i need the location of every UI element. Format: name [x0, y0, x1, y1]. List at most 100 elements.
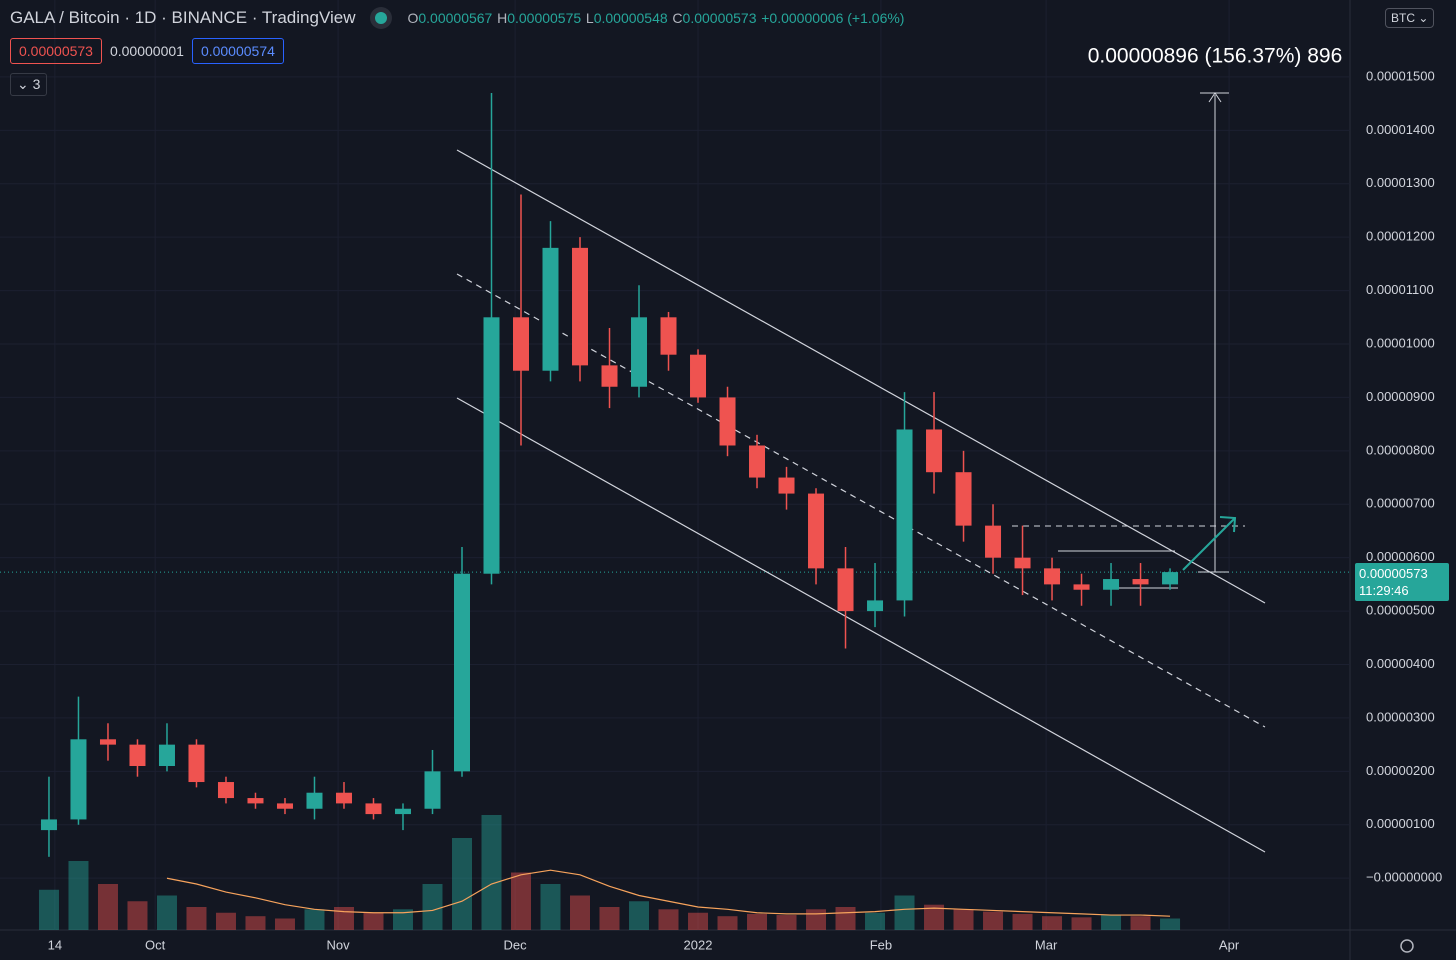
volume-bar: [333, 907, 354, 930]
volume-bar: [599, 907, 620, 930]
volume-bar: [540, 884, 561, 930]
candle-body: [247, 798, 264, 804]
candle-body: [40, 819, 57, 831]
candle-body: [1132, 579, 1149, 585]
y-tick-label: 0.00001300: [1366, 175, 1435, 190]
volume-bar: [68, 861, 89, 930]
volume-bar: [629, 901, 650, 930]
candle-body: [867, 600, 884, 612]
order-panel: 0.00000573 0.00000001 0.00000574: [10, 38, 284, 64]
candle-body: [70, 739, 87, 820]
candle-body: [129, 744, 146, 767]
volume-bar: [363, 912, 384, 930]
volume-bar: [127, 901, 148, 930]
y-tick-label: −0.00000000: [1366, 870, 1442, 885]
market-status: [375, 12, 388, 24]
y-tick-label: 0.00000300: [1366, 709, 1435, 724]
volume-bar: [186, 907, 207, 930]
last-price-label: 0.00000573: [1359, 566, 1428, 581]
volume-bar: [776, 915, 797, 930]
candle-body: [749, 445, 766, 478]
candle-body: [483, 317, 500, 574]
measure-label: 0.00000896 (156.37%) 896: [1088, 45, 1343, 68]
volume-bar: [1130, 916, 1151, 930]
volume-bar: [717, 916, 738, 930]
ohlc-value: 0.00000573: [682, 10, 757, 26]
candle-body: [1162, 572, 1179, 585]
ohlc-key: H: [497, 10, 508, 26]
x-tick-label: 2022: [684, 937, 713, 952]
ohlc: O0.00000567 H0.00000575 L0.00000548 C0.0…: [407, 8, 904, 28]
volume-bar: [215, 912, 236, 930]
candle-body: [158, 744, 175, 767]
measure-arrowhead: [1208, 92, 1222, 103]
volume-bar: [422, 884, 443, 930]
candle-body: [188, 744, 205, 783]
candle-body: [1103, 579, 1120, 590]
volume-bar: [953, 909, 974, 930]
candle-body: [394, 808, 411, 815]
volume-bar: [511, 872, 532, 930]
projection-arrowhead: [1219, 516, 1237, 533]
candle-body: [1014, 557, 1031, 569]
candle-body: [631, 317, 648, 387]
candle-body: [985, 525, 1002, 558]
indicator-toggle[interactable]: ⌄ 3: [10, 73, 48, 96]
volume-bar: [481, 815, 502, 930]
buy-button[interactable]: 0.00000574: [191, 38, 284, 64]
volume-bar: [688, 912, 709, 930]
candle-body: [335, 792, 352, 804]
channel-upper: [456, 149, 1266, 604]
indicator-count: 3: [32, 76, 41, 92]
change: +0.00000006 (+1.06%): [761, 10, 905, 26]
settings-icon[interactable]: [1400, 939, 1414, 953]
candle-body: [572, 247, 589, 366]
y-tick-label: 0.00000400: [1366, 656, 1435, 671]
volume-ma: [166, 869, 1171, 917]
volume-bar: [304, 909, 325, 930]
volume-bar: [835, 907, 856, 930]
y-tick-label: 0.00001500: [1366, 68, 1435, 83]
sell-button[interactable]: 0.00000573: [10, 38, 102, 64]
currency-select[interactable]: BTC ⌄: [1385, 8, 1435, 28]
x-tick-label: Mar: [1035, 937, 1058, 952]
candle-body: [513, 317, 530, 371]
legend-header: GALA / Bitcoin · 1D · BINANCE · TradingV…: [10, 8, 904, 28]
ohlc-key: O: [407, 10, 419, 26]
volume-bar: [983, 911, 1004, 930]
y-tick-label: 0.00001000: [1366, 335, 1435, 350]
y-tick-label: 0.00001400: [1366, 122, 1435, 137]
ohlc-value: 0.00000575: [507, 10, 582, 26]
candle-body: [955, 472, 972, 526]
candle-body: [896, 429, 913, 601]
candle-body: [778, 477, 795, 494]
ohlc-value: 0.00000567: [418, 10, 493, 26]
spread: 0.00000001: [109, 43, 184, 59]
candle-body: [453, 573, 470, 772]
candle-body: [690, 354, 707, 398]
volume-bar: [1042, 916, 1063, 930]
ohlc-value: 0.00000548: [593, 10, 668, 26]
countdown: 11:29:46: [1359, 583, 1409, 598]
y-tick-label: 0.00000500: [1366, 603, 1435, 618]
candle-body: [99, 739, 116, 745]
volume-bar: [1101, 915, 1122, 930]
candle-body: [719, 397, 736, 446]
x-tick-label: Nov: [327, 937, 351, 952]
y-tick-label: 0.00000600: [1366, 549, 1435, 564]
volume-bar: [894, 895, 915, 930]
volume-bar: [392, 909, 413, 930]
x-tick-label: 14: [48, 937, 62, 952]
volume-bar: [1071, 917, 1092, 930]
x-tick-label: Apr: [1219, 937, 1240, 952]
candle-body: [424, 771, 441, 809]
volume-bar: [747, 913, 768, 930]
volume-bar: [806, 909, 827, 930]
last-price-badge: 0.00000573 11:29:46: [1355, 563, 1449, 601]
candle-body: [217, 782, 234, 799]
y-tick-label: 0.00000800: [1366, 442, 1435, 457]
channel-lower: [456, 397, 1266, 853]
channel-middle: [456, 273, 1266, 728]
candle-body: [926, 429, 943, 473]
